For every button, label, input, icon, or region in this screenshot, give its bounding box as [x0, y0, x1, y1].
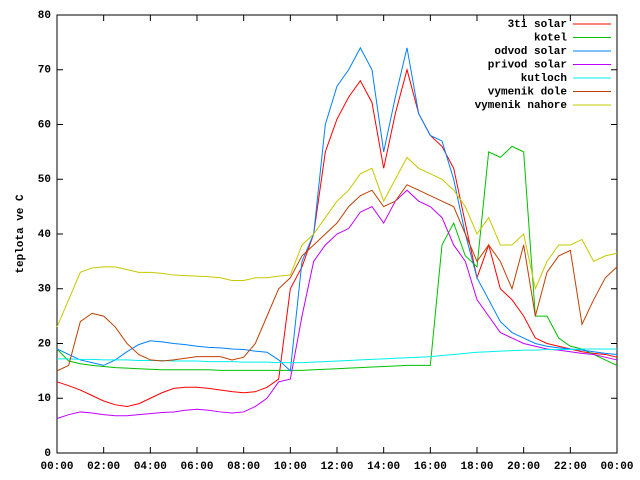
x-tick-label: 18:00 — [460, 461, 493, 473]
series-line — [56, 145, 618, 371]
x-tick-label: 00:00 — [40, 461, 73, 473]
series-line — [56, 156, 618, 328]
y-tick-label: 50 — [38, 174, 51, 186]
x-tick-label: 08:00 — [227, 461, 260, 473]
y-tick-label: 40 — [38, 229, 51, 241]
x-tick-label: 20:00 — [507, 461, 540, 473]
legend-label: 3ti solar — [508, 19, 567, 31]
legend-label: kotel — [534, 32, 567, 44]
y-tick-label: 10 — [38, 393, 51, 405]
series-line — [56, 67, 618, 407]
legend-label: privod solar — [488, 59, 567, 71]
x-tick-label: 04:00 — [134, 461, 167, 473]
x-tick-label: 14:00 — [367, 461, 400, 473]
y-tick-label: 80 — [38, 10, 51, 22]
y-tick-label: 0 — [44, 448, 51, 460]
legend-label: vymenik nahore — [475, 100, 568, 112]
x-tick-label: 16:00 — [414, 461, 447, 473]
legend-label: vymenik dole — [488, 86, 568, 98]
series-line — [57, 348, 617, 364]
x-tick-label: 02:00 — [87, 461, 120, 473]
y-tick-label: 60 — [38, 119, 51, 131]
x-tick-label: 10:00 — [274, 461, 307, 473]
y-tick-label: 20 — [38, 338, 51, 350]
legend-label: odvod solar — [494, 46, 567, 58]
x-tick-label: 22:00 — [554, 461, 587, 473]
x-tick-label: 06:00 — [180, 461, 213, 473]
legend-label: kutloch — [521, 73, 567, 85]
x-tick-label: 00:00 — [600, 461, 633, 473]
series-line — [56, 46, 618, 372]
x-tick-label: 12:00 — [320, 461, 353, 473]
y-tick-label: 30 — [38, 284, 51, 296]
series-line — [56, 189, 618, 419]
y-tick-label: 70 — [38, 65, 51, 77]
series-line — [56, 184, 618, 372]
y-axis-label: teplota ve C — [15, 194, 27, 274]
